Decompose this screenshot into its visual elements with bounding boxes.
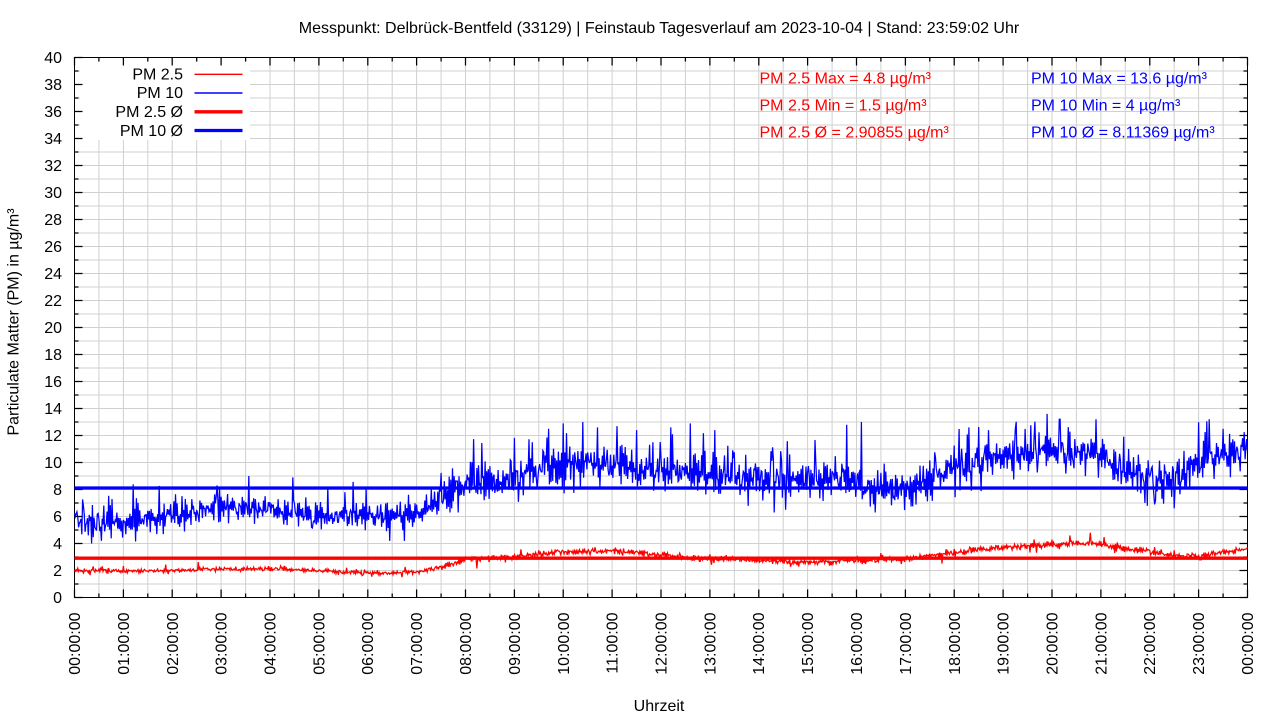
svg-text:17:00:00: 17:00:00 <box>898 612 915 674</box>
svg-text:PM 2.5 Max = 4.8 µg/m³: PM 2.5 Max = 4.8 µg/m³ <box>760 71 932 88</box>
svg-text:30: 30 <box>44 185 62 202</box>
svg-text:14: 14 <box>44 401 62 418</box>
svg-text:12: 12 <box>44 428 62 445</box>
svg-text:15:00:00: 15:00:00 <box>800 612 817 674</box>
svg-text:36: 36 <box>44 104 62 121</box>
svg-text:22: 22 <box>44 293 62 310</box>
svg-text:05:00:00: 05:00:00 <box>311 612 328 674</box>
svg-text:PM 10: PM 10 <box>137 85 183 102</box>
svg-text:PM 10 Ø: PM 10 Ø <box>120 123 183 140</box>
svg-text:18: 18 <box>44 347 62 364</box>
svg-text:24: 24 <box>44 266 62 283</box>
svg-text:01:00:00: 01:00:00 <box>116 612 133 674</box>
svg-text:04:00:00: 04:00:00 <box>263 612 280 674</box>
svg-text:18:00:00: 18:00:00 <box>947 612 964 674</box>
svg-text:12:00:00: 12:00:00 <box>654 612 671 674</box>
svg-text:20: 20 <box>44 320 62 337</box>
svg-text:8: 8 <box>53 482 62 499</box>
svg-text:Particulate Matter (PM) in µg/: Particulate Matter (PM) in µg/m³ <box>6 208 23 436</box>
svg-text:06:00:00: 06:00:00 <box>360 612 377 674</box>
svg-text:PM 10 Min = 4 µg/m³: PM 10 Min = 4 µg/m³ <box>1031 98 1181 115</box>
svg-text:21:00:00: 21:00:00 <box>1093 612 1110 674</box>
svg-text:16: 16 <box>44 374 62 391</box>
svg-text:13:00:00: 13:00:00 <box>702 612 719 674</box>
svg-text:34: 34 <box>44 131 62 148</box>
svg-text:22:00:00: 22:00:00 <box>1142 612 1159 674</box>
svg-text:PM 2.5 Ø = 2.90855 µg/m³: PM 2.5 Ø = 2.90855 µg/m³ <box>760 125 950 142</box>
svg-text:00:00:00: 00:00:00 <box>67 612 84 674</box>
svg-text:0: 0 <box>53 590 62 607</box>
svg-text:Messpunkt: Delbrück-Bentfeld (: Messpunkt: Delbrück-Bentfeld (33129) | F… <box>299 20 1020 37</box>
svg-text:28: 28 <box>44 212 62 229</box>
svg-text:PM 2.5 Ø: PM 2.5 Ø <box>115 104 183 121</box>
svg-text:26: 26 <box>44 239 62 256</box>
svg-text:07:00:00: 07:00:00 <box>409 612 426 674</box>
svg-text:10:00:00: 10:00:00 <box>556 612 573 674</box>
svg-text:PM 2.5 Min = 1.5 µg/m³: PM 2.5 Min = 1.5 µg/m³ <box>760 98 928 115</box>
svg-text:4: 4 <box>53 536 62 553</box>
svg-text:40: 40 <box>44 50 62 67</box>
svg-text:6: 6 <box>53 509 62 526</box>
svg-text:2: 2 <box>53 563 62 580</box>
svg-text:00:00:00: 00:00:00 <box>1240 612 1257 674</box>
svg-text:16:00:00: 16:00:00 <box>849 612 866 674</box>
svg-text:10: 10 <box>44 455 62 472</box>
svg-text:20:00:00: 20:00:00 <box>1045 612 1062 674</box>
svg-text:23:00:00: 23:00:00 <box>1191 612 1208 674</box>
svg-text:PM 2.5: PM 2.5 <box>132 67 183 84</box>
svg-text:PM 10 Ø = 8.11369 µg/m³: PM 10 Ø = 8.11369 µg/m³ <box>1031 125 1215 142</box>
svg-text:19:00:00: 19:00:00 <box>996 612 1013 674</box>
svg-text:14:00:00: 14:00:00 <box>751 612 768 674</box>
svg-text:32: 32 <box>44 158 62 175</box>
svg-text:02:00:00: 02:00:00 <box>165 612 182 674</box>
svg-text:Uhrzeit: Uhrzeit <box>634 698 685 715</box>
svg-text:11:00:00: 11:00:00 <box>605 612 622 673</box>
svg-text:09:00:00: 09:00:00 <box>507 612 524 674</box>
svg-text:03:00:00: 03:00:00 <box>214 612 231 674</box>
svg-text:PM 10 Max = 13.6 µg/m³: PM 10 Max = 13.6 µg/m³ <box>1031 71 1208 88</box>
svg-text:08:00:00: 08:00:00 <box>458 612 475 674</box>
svg-text:38: 38 <box>44 77 62 94</box>
